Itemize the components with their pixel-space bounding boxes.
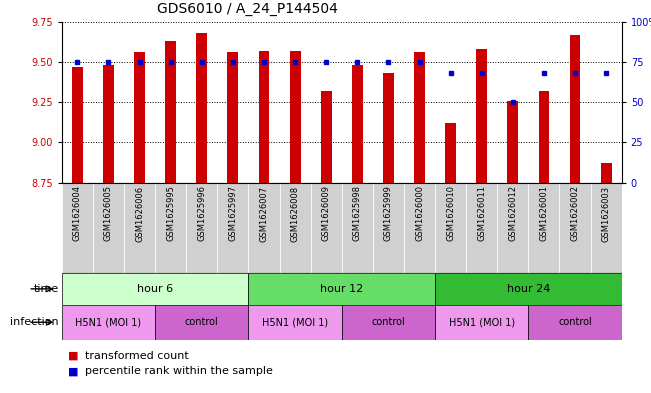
- Bar: [62, 183, 93, 273]
- Bar: [279, 183, 311, 273]
- Text: GSM1626005: GSM1626005: [104, 185, 113, 241]
- Bar: [352, 65, 363, 183]
- Text: GSM1626000: GSM1626000: [415, 185, 424, 241]
- Bar: [559, 183, 590, 273]
- Text: GSM1626003: GSM1626003: [602, 185, 611, 242]
- Bar: [435, 273, 622, 305]
- Bar: [249, 305, 342, 340]
- Text: GSM1626011: GSM1626011: [477, 185, 486, 241]
- Text: ■: ■: [68, 351, 79, 361]
- Text: H5N1 (MOI 1): H5N1 (MOI 1): [76, 317, 141, 327]
- Text: GSM1626012: GSM1626012: [508, 185, 518, 241]
- Bar: [197, 33, 207, 183]
- Bar: [590, 183, 622, 273]
- Text: GSM1625997: GSM1625997: [229, 185, 238, 241]
- Text: GSM1626010: GSM1626010: [446, 185, 455, 241]
- Text: GSM1626008: GSM1626008: [290, 185, 299, 242]
- Text: GSM1625999: GSM1625999: [384, 185, 393, 241]
- Bar: [249, 273, 435, 305]
- Bar: [124, 183, 155, 273]
- Bar: [497, 183, 529, 273]
- Text: control: control: [372, 317, 406, 327]
- Bar: [321, 91, 331, 183]
- Bar: [217, 183, 249, 273]
- Bar: [134, 52, 145, 183]
- Bar: [72, 67, 83, 183]
- Text: percentile rank within the sample: percentile rank within the sample: [85, 366, 273, 376]
- Bar: [373, 183, 404, 273]
- Text: control: control: [558, 317, 592, 327]
- Text: GSM1625998: GSM1625998: [353, 185, 362, 241]
- Bar: [466, 183, 497, 273]
- Bar: [538, 91, 549, 183]
- Bar: [165, 41, 176, 183]
- Text: GSM1625995: GSM1625995: [166, 185, 175, 241]
- Text: H5N1 (MOI 1): H5N1 (MOI 1): [449, 317, 515, 327]
- Text: hour 12: hour 12: [320, 284, 363, 294]
- Bar: [414, 52, 425, 183]
- Bar: [155, 183, 186, 273]
- Text: ■: ■: [68, 366, 79, 376]
- Text: infection: infection: [10, 317, 59, 327]
- Bar: [311, 183, 342, 273]
- Text: GSM1626004: GSM1626004: [73, 185, 82, 241]
- Bar: [258, 51, 270, 183]
- Text: GSM1626002: GSM1626002: [570, 185, 579, 241]
- Bar: [601, 163, 611, 183]
- Text: GSM1625996: GSM1625996: [197, 185, 206, 241]
- Bar: [290, 51, 301, 183]
- Bar: [155, 305, 249, 340]
- Text: GDS6010 / A_24_P144504: GDS6010 / A_24_P144504: [157, 2, 338, 16]
- Bar: [383, 73, 394, 183]
- Bar: [342, 183, 373, 273]
- Text: H5N1 (MOI 1): H5N1 (MOI 1): [262, 317, 328, 327]
- Bar: [570, 35, 581, 183]
- Text: transformed count: transformed count: [85, 351, 188, 361]
- Bar: [507, 101, 518, 183]
- Bar: [103, 65, 114, 183]
- Bar: [435, 305, 529, 340]
- Bar: [529, 305, 622, 340]
- Bar: [529, 183, 559, 273]
- Bar: [435, 183, 466, 273]
- Bar: [62, 273, 249, 305]
- Text: hour 6: hour 6: [137, 284, 173, 294]
- Bar: [62, 305, 155, 340]
- Text: control: control: [185, 317, 219, 327]
- Bar: [93, 183, 124, 273]
- Text: time: time: [33, 284, 59, 294]
- Bar: [342, 305, 435, 340]
- Bar: [404, 183, 435, 273]
- Bar: [186, 183, 217, 273]
- Bar: [477, 49, 487, 183]
- Text: GSM1626009: GSM1626009: [322, 185, 331, 241]
- Text: GSM1626007: GSM1626007: [260, 185, 268, 242]
- Text: GSM1626006: GSM1626006: [135, 185, 144, 242]
- Bar: [445, 123, 456, 183]
- Bar: [249, 183, 279, 273]
- Text: hour 24: hour 24: [506, 284, 550, 294]
- Bar: [227, 52, 238, 183]
- Text: GSM1626001: GSM1626001: [540, 185, 548, 241]
